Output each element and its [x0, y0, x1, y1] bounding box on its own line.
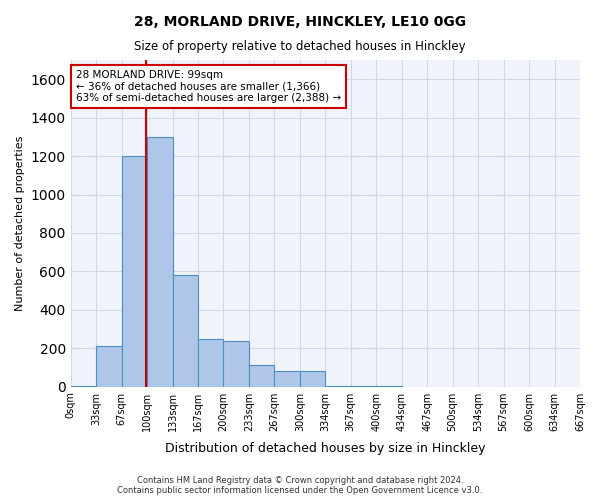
Bar: [300, 372, 325, 386]
Bar: [198, 338, 223, 386]
Bar: [274, 372, 300, 386]
Text: 28 MORLAND DRIVE: 99sqm
← 36% of detached houses are smaller (1,366)
63% of semi: 28 MORLAND DRIVE: 99sqm ← 36% of detache…: [76, 70, 341, 103]
Bar: [147, 137, 173, 386]
Text: Size of property relative to detached houses in Hinckley: Size of property relative to detached ho…: [134, 40, 466, 53]
Text: Contains HM Land Registry data © Crown copyright and database right 2024.
Contai: Contains HM Land Registry data © Crown c…: [118, 476, 482, 495]
Bar: [173, 275, 198, 386]
Text: 28, MORLAND DRIVE, HINCKLEY, LE10 0GG: 28, MORLAND DRIVE, HINCKLEY, LE10 0GG: [134, 15, 466, 29]
X-axis label: Distribution of detached houses by size in Hinckley: Distribution of detached houses by size …: [165, 442, 485, 455]
Bar: [122, 156, 147, 386]
Bar: [223, 342, 249, 386]
Bar: [96, 346, 122, 387]
Y-axis label: Number of detached properties: Number of detached properties: [15, 136, 25, 311]
Bar: [249, 364, 274, 386]
